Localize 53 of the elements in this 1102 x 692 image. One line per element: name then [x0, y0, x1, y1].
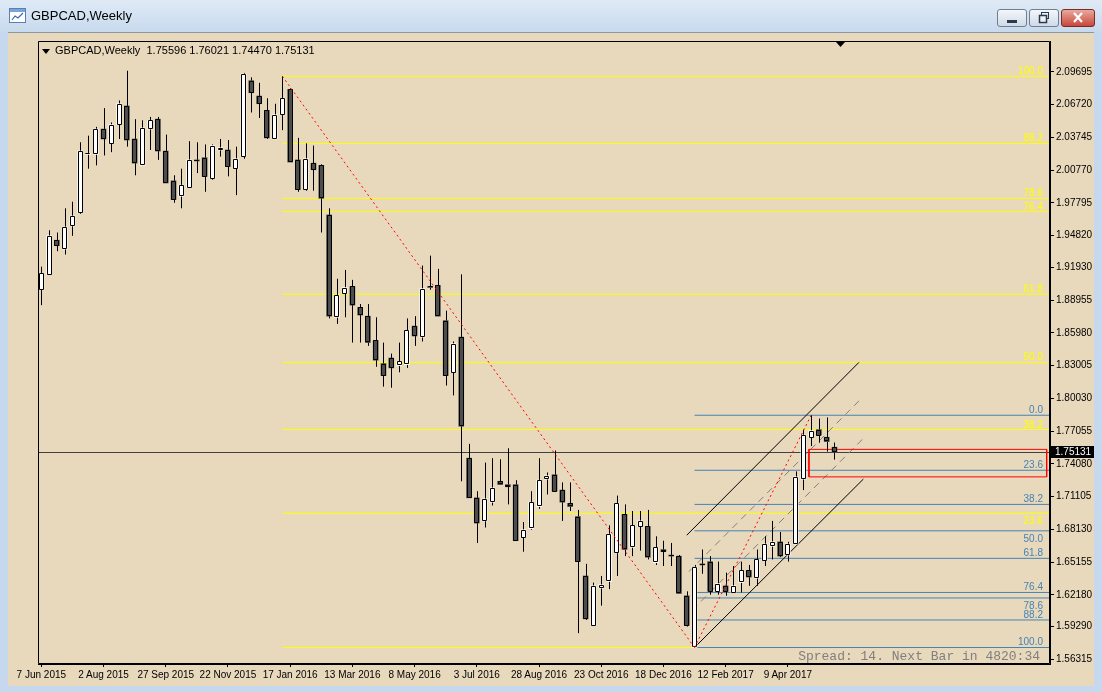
x-tick-label: 23 Oct 2016: [573, 668, 629, 680]
y-tick-label: 1.80030: [1056, 392, 1093, 404]
series-label: 88.2: [1023, 608, 1044, 620]
y-tick-label: 1.56315: [1056, 653, 1093, 665]
x-tick-label: 17 Jan 2016: [262, 668, 319, 680]
y-tick-label: 1.59290: [1056, 620, 1093, 632]
y-tick-label: 2.09695: [1056, 65, 1093, 77]
x-tick-label: 8 May 2016: [388, 668, 442, 680]
series-label: 78.6: [1023, 599, 1044, 611]
series-label: 23.6: [1023, 515, 1044, 527]
series-label: 61.8: [1023, 283, 1044, 295]
y-tick-label: 1.97795: [1056, 196, 1093, 208]
y-tick-label: 1.71105: [1056, 490, 1092, 502]
series-label: 76.4: [1023, 581, 1044, 593]
series-label: 23.6: [1023, 459, 1044, 471]
y-tick-label: 2.06720: [1056, 98, 1093, 110]
series-label: 61.8: [1023, 547, 1044, 559]
series-label: 50.0: [1023, 532, 1044, 544]
series-label: 50.0: [1023, 351, 1044, 363]
y-tick-label: 1.74080: [1056, 457, 1093, 469]
y-tick-label: 1.77055: [1056, 424, 1093, 436]
series-label: 100.0: [1017, 65, 1044, 77]
series-label: 38.2: [1023, 493, 1044, 505]
y-tick-label: 2.03745: [1056, 131, 1093, 143]
series-label: 100.0: [1017, 636, 1044, 648]
y-tick-label: 1.62180: [1056, 588, 1093, 600]
y-tick-label: 1.91930: [1056, 261, 1093, 273]
x-tick-label: 22 Nov 2015: [199, 668, 257, 680]
x-tick-label: 28 Aug 2016: [510, 668, 568, 680]
chart-subtitle: GBPCAD,Weekly 1.75596 1.76021 1.74470 1.75131: [55, 44, 315, 56]
y-tick-label: 1.85980: [1056, 326, 1093, 338]
y-tick-label: 2.00770: [1056, 163, 1093, 175]
x-tick-label: 27 Sep 2015: [137, 668, 195, 680]
chart-title: GBPCAD,Weekly: [31, 8, 132, 24]
x-tick-label: 12 Feb 2017: [697, 668, 755, 680]
y-tick-label: 1.65155: [1056, 555, 1093, 567]
x-tick-label: 13 Mar 2016: [324, 668, 381, 680]
series-label: 0.0: [1029, 404, 1044, 416]
x-tick-label: 3 Jul 2016: [453, 668, 501, 680]
y-tick-label: 1.83005: [1056, 359, 1093, 371]
y-tick-label: 1.94820: [1056, 229, 1093, 241]
ref-line-label: 1.75131: [1055, 445, 1092, 457]
annotation: Spread: 14. Next Bar in 4820:34: [798, 649, 1041, 664]
series-label: 76.4: [1023, 200, 1044, 212]
x-tick-label: 2 Aug 2015: [78, 668, 130, 680]
x-tick-label: 7 Jun 2015: [16, 668, 67, 680]
series-label: 38.2: [1023, 418, 1044, 430]
x-tick-label: 18 Dec 2016: [635, 668, 693, 680]
x-tick-label: 9 Apr 2017: [763, 668, 813, 680]
series-label: 88.2: [1023, 132, 1044, 144]
y-tick-label: 1.68130: [1056, 523, 1093, 535]
y-tick-label: 1.88955: [1056, 293, 1093, 305]
series-label: 78.6: [1023, 187, 1044, 199]
